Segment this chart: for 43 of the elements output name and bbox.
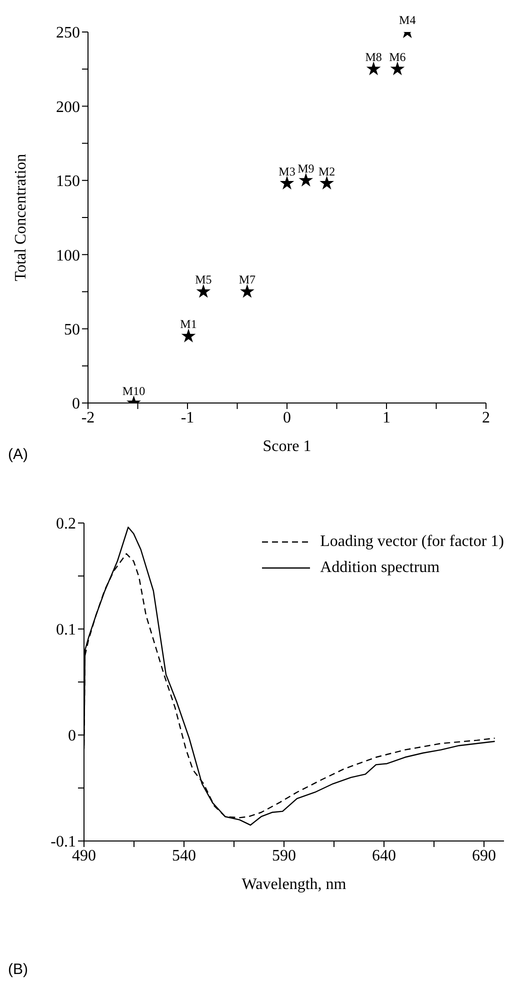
x-tick-label: 540	[172, 847, 196, 864]
y-axis-title: Total Concentration	[12, 154, 30, 282]
annotation: M5	[195, 272, 212, 287]
text: (A)	[8, 446, 28, 463]
point	[181, 328, 196, 342]
text: (B)	[8, 961, 28, 978]
y-tick-label: 0	[72, 396, 80, 413]
x-tick-label: 2	[482, 409, 490, 426]
x-tick-label: -2	[81, 409, 95, 426]
annotation: M8	[365, 50, 382, 64]
y-tick-label: 50	[64, 321, 80, 338]
y-tick-label: 150	[56, 173, 80, 190]
x-tick-label: -1	[180, 409, 194, 426]
x-tick-label: 690	[472, 847, 496, 864]
x-axis-title: Wavelength, nm	[242, 876, 347, 893]
y-tick-label: 0	[68, 728, 76, 745]
annotation: M9	[298, 161, 314, 176]
point	[366, 62, 381, 76]
point	[298, 172, 314, 187]
annotation: M10	[122, 384, 146, 398]
legend-label: Loading vector (for factor 1)	[320, 533, 504, 551]
annotation: M4	[399, 13, 416, 27]
point	[320, 176, 334, 190]
annotation: M2	[318, 164, 336, 178]
x-tick-label: 640	[372, 847, 396, 864]
point	[196, 284, 211, 298]
point	[390, 62, 405, 76]
point	[240, 284, 254, 298]
annotation: M7	[238, 272, 256, 287]
y-tick-label: 100	[56, 247, 80, 264]
annotation: M3	[278, 164, 296, 178]
annotation: M6	[389, 50, 406, 64]
y-tick-label: 0.2	[56, 516, 76, 533]
y-tick-label: 200	[56, 98, 80, 116]
y-tick-label: 0.1	[56, 622, 76, 639]
x-tick-label: 0	[283, 409, 291, 426]
y-tick-label: 250	[56, 24, 80, 42]
x-tick-label: 590	[272, 847, 296, 864]
point	[280, 176, 294, 190]
annotation: M1	[180, 317, 197, 332]
x-axis-title: Score 1	[262, 438, 312, 455]
x-tick-label: 1	[382, 409, 390, 426]
legend-label: Addition spectrum	[320, 559, 440, 577]
